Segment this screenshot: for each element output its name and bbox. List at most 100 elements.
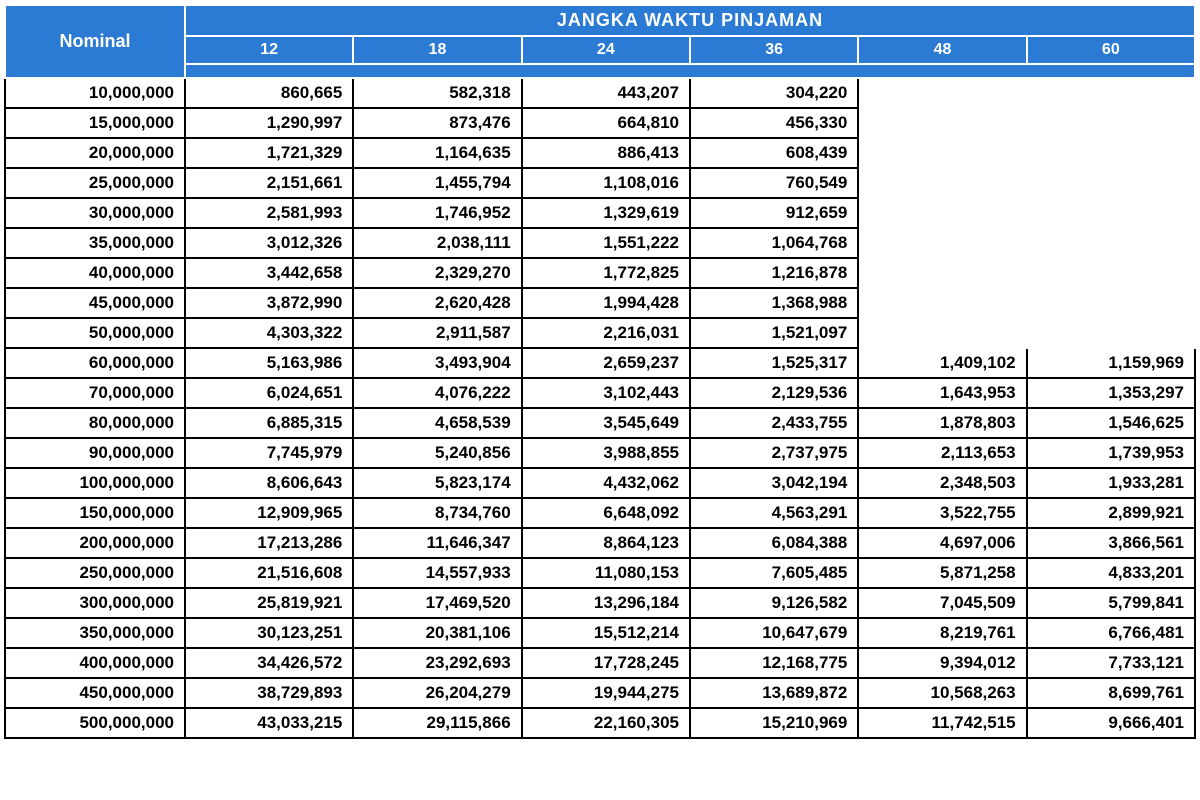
value-cell: 1,290,997 [185,108,353,138]
value-cell: 1,746,952 [353,198,521,228]
table-row: 50,000,0004,303,3222,911,5872,216,0311,5… [5,318,1195,348]
table-row: 45,000,0003,872,9902,620,4281,994,4281,3… [5,288,1195,318]
value-cell: 17,728,245 [522,648,690,678]
table-row: 350,000,00030,123,25120,381,10615,512,21… [5,618,1195,648]
value-cell: 5,871,258 [858,558,1026,588]
value-cell: 11,742,515 [858,708,1026,738]
value-cell: 912,659 [690,198,858,228]
value-cell: 21,516,608 [185,558,353,588]
table-row: 200,000,00017,213,28611,646,3478,864,123… [5,528,1195,558]
table-row: 150,000,00012,909,9658,734,7606,648,0924… [5,498,1195,528]
value-cell: 6,084,388 [690,528,858,558]
value-cell: 3,872,990 [185,288,353,318]
value-cell: 12,909,965 [185,498,353,528]
nominal-cell: 100,000,000 [5,468,185,498]
value-cell: 1,521,097 [690,318,858,348]
value-cell: 1,159,969 [1027,348,1195,378]
table-row: 30,000,0002,581,9931,746,9521,329,619912… [5,198,1195,228]
value-cell: 2,216,031 [522,318,690,348]
value-cell: 7,733,121 [1027,648,1195,678]
value-cell: 5,799,841 [1027,588,1195,618]
value-cell: 1,216,878 [690,258,858,288]
empty-cell [858,78,1026,108]
value-cell: 17,469,520 [353,588,521,618]
empty-cell [1027,228,1195,258]
value-cell: 8,606,643 [185,468,353,498]
nominal-cell: 300,000,000 [5,588,185,618]
nominal-cell: 40,000,000 [5,258,185,288]
value-cell: 3,493,904 [353,348,521,378]
value-cell: 456,330 [690,108,858,138]
value-cell: 3,012,326 [185,228,353,258]
empty-cell [858,138,1026,168]
empty-cell [858,258,1026,288]
table-row: 300,000,00025,819,92117,469,52013,296,18… [5,588,1195,618]
table-row: 500,000,00043,033,21529,115,86622,160,30… [5,708,1195,738]
table-row: 90,000,0007,745,9795,240,8563,988,8552,7… [5,438,1195,468]
value-cell: 8,219,761 [858,618,1026,648]
value-cell: 1,739,953 [1027,438,1195,468]
nominal-cell: 25,000,000 [5,168,185,198]
value-cell: 2,737,975 [690,438,858,468]
value-cell: 2,581,993 [185,198,353,228]
value-cell: 3,102,443 [522,378,690,408]
value-cell: 3,866,561 [1027,528,1195,558]
period-header: 12 [185,36,353,64]
table-row: 35,000,0003,012,3262,038,1111,551,2221,0… [5,228,1195,258]
value-cell: 6,648,092 [522,498,690,528]
value-cell: 2,129,536 [690,378,858,408]
value-cell: 4,432,062 [522,468,690,498]
value-cell: 20,381,106 [353,618,521,648]
value-cell: 9,394,012 [858,648,1026,678]
value-cell: 7,605,485 [690,558,858,588]
value-cell: 38,729,893 [185,678,353,708]
value-cell: 2,620,428 [353,288,521,318]
value-cell: 886,413 [522,138,690,168]
value-cell: 2,151,661 [185,168,353,198]
nominal-cell: 80,000,000 [5,408,185,438]
table-row: 20,000,0001,721,3291,164,635886,413608,4… [5,138,1195,168]
value-cell: 1,064,768 [690,228,858,258]
value-cell: 12,168,775 [690,648,858,678]
nominal-cell: 60,000,000 [5,348,185,378]
value-cell: 6,885,315 [185,408,353,438]
value-cell: 15,210,969 [690,708,858,738]
value-cell: 3,042,194 [690,468,858,498]
value-cell: 9,126,582 [690,588,858,618]
value-cell: 19,944,275 [522,678,690,708]
table-row: 60,000,0005,163,9863,493,9042,659,2371,5… [5,348,1195,378]
period-header: 60 [1027,36,1195,64]
empty-cell [1027,288,1195,318]
value-cell: 2,911,587 [353,318,521,348]
period-header: 36 [690,36,858,64]
value-cell: 664,810 [522,108,690,138]
nominal-cell: 150,000,000 [5,498,185,528]
value-cell: 8,734,760 [353,498,521,528]
value-cell: 5,240,856 [353,438,521,468]
value-cell: 10,568,263 [858,678,1026,708]
empty-cell [1027,198,1195,228]
value-cell: 1,933,281 [1027,468,1195,498]
value-cell: 1,368,988 [690,288,858,318]
value-cell: 2,038,111 [353,228,521,258]
value-cell: 8,864,123 [522,528,690,558]
value-cell: 3,522,755 [858,498,1026,528]
value-cell: 23,292,693 [353,648,521,678]
value-cell: 1,455,794 [353,168,521,198]
nominal-cell: 10,000,000 [5,78,185,108]
value-cell: 17,213,286 [185,528,353,558]
empty-cell [858,198,1026,228]
value-cell: 22,160,305 [522,708,690,738]
nominal-header: Nominal [5,5,185,78]
value-cell: 1,525,317 [690,348,858,378]
nominal-cell: 250,000,000 [5,558,185,588]
nominal-cell: 20,000,000 [5,138,185,168]
value-cell: 582,318 [353,78,521,108]
value-cell: 2,329,270 [353,258,521,288]
nominal-cell: 90,000,000 [5,438,185,468]
nominal-cell: 15,000,000 [5,108,185,138]
value-cell: 1,772,825 [522,258,690,288]
empty-cell [1027,138,1195,168]
value-cell: 1,353,297 [1027,378,1195,408]
empty-cell [1027,168,1195,198]
